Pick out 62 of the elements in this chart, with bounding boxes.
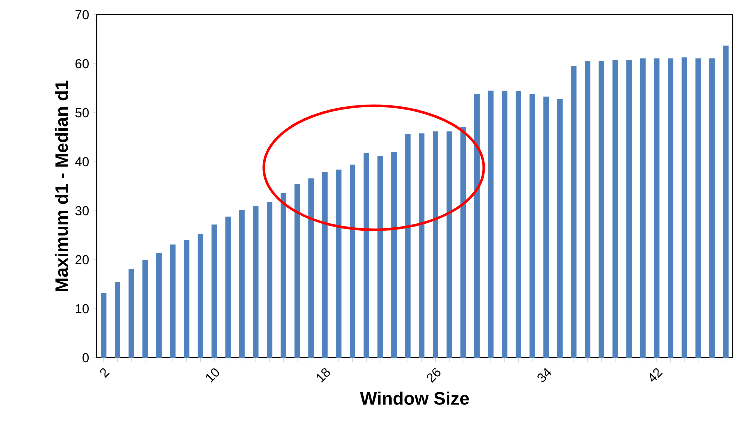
y-tick-label: 70 [76,10,89,20]
bar [668,58,674,358]
bar [350,164,356,358]
x-tick-label: 26 [427,368,441,384]
x-tick-label: 18 [316,368,330,383]
bar [516,91,522,358]
bar [530,94,536,358]
bar [682,58,688,358]
bar [446,132,452,358]
bar [198,234,204,358]
bar [598,61,604,358]
bar [626,60,632,358]
bar [612,60,618,358]
bar [432,132,438,358]
bar [101,293,107,358]
bar [378,156,384,358]
x-tick-label: 2 [100,368,110,378]
bar [419,134,425,358]
x-tick-label: 42 [650,368,663,382]
bar [184,240,190,358]
bar [253,206,259,358]
y-axis-title: Maximum d1 - Median d1 [55,80,68,292]
bar [212,224,218,358]
bar [322,172,328,358]
y-tick-label: 20 [76,255,89,265]
bar [640,58,646,358]
bar [474,94,480,358]
bar [294,184,300,358]
bar [488,90,494,358]
bar [696,58,702,358]
bar [115,282,120,358]
bar [710,58,716,358]
bar [142,260,148,358]
y-tick-label: 50 [76,108,89,118]
y-tick-label: 60 [76,59,89,69]
bar [557,99,563,358]
x-tick-label: 34 [538,368,552,382]
bar [654,58,660,358]
bar [239,210,245,358]
x-axis-title: Window Size [360,392,470,406]
bar [571,66,577,358]
y-tick-label: 10 [76,304,89,314]
bar [280,193,286,358]
x-tick-label: 10 [206,368,220,383]
y-tick-label: 40 [75,157,89,167]
bar [336,170,342,358]
bar [392,152,398,358]
y-tick-label: 0 [82,353,89,363]
bar [170,244,176,358]
bar [156,253,162,358]
bar [585,61,591,358]
bar [308,178,314,358]
bar [502,91,508,358]
bar [460,127,466,358]
bar [128,269,134,358]
bar [364,153,370,358]
bar [405,134,411,358]
bar [267,202,273,358]
bar [226,216,232,358]
y-tick-label: 30 [76,206,89,216]
bar [544,96,550,358]
bar [723,46,729,358]
